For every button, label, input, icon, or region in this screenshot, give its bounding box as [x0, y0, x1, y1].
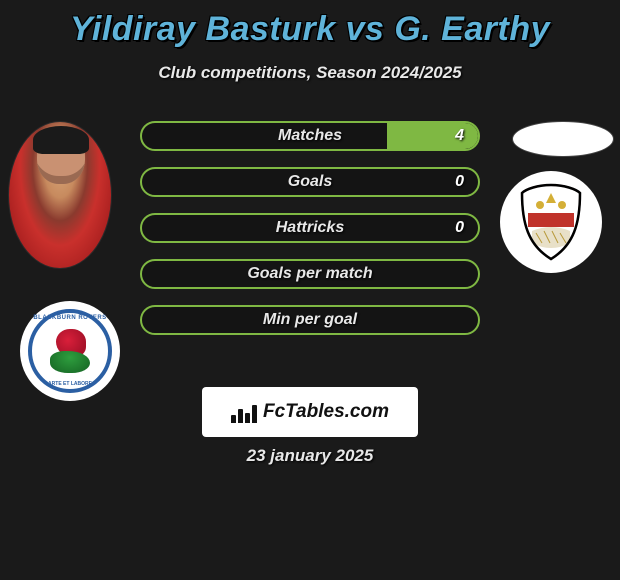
club-left-badge: BLACKBURN ROVERS ARTE ET LABORE: [20, 301, 120, 401]
club-left-bottom-text: ARTE ET LABORE: [32, 381, 108, 387]
page-title: Yildiray Basturk vs G. Earthy: [0, 0, 620, 49]
bar-icon: [245, 413, 250, 423]
stat-value: 0: [455, 219, 464, 237]
player-left-photo: [8, 121, 112, 269]
club-left-top-text: BLACKBURN ROVERS: [32, 315, 108, 321]
stat-row-goals: Goals 0: [140, 167, 480, 197]
club-left-crest-icon: BLACKBURN ROVERS ARTE ET LABORE: [28, 309, 112, 393]
player-right-photo: [512, 121, 614, 157]
stat-row-min-per-goal: Min per goal: [140, 305, 480, 335]
date-label: 23 january 2025: [0, 446, 620, 466]
fctables-badge: FcTables.com: [202, 387, 418, 437]
rose-icon: [48, 329, 92, 373]
stat-value: 0: [455, 173, 464, 191]
stats-chart: Matches 4 Goals 0 Hattricks 0 Goals per …: [140, 121, 480, 351]
stat-row-hattricks: Hattricks 0: [140, 213, 480, 243]
stat-label: Min per goal: [142, 311, 478, 329]
stat-label: Matches: [142, 127, 478, 145]
stat-value: 4: [455, 127, 464, 145]
barchart-icon: [231, 401, 257, 423]
bar-icon: [231, 415, 236, 423]
bar-icon: [252, 405, 257, 423]
stat-label: Hattricks: [142, 219, 478, 237]
fctables-text: FcTables.com: [263, 401, 389, 423]
subtitle: Club competitions, Season 2024/2025: [0, 63, 620, 83]
club-right-badge: [500, 171, 602, 273]
stat-label: Goals: [142, 173, 478, 191]
club-right-crest-icon: [518, 183, 584, 261]
bar-icon: [238, 409, 243, 423]
stat-row-goals-per-match: Goals per match: [140, 259, 480, 289]
stat-row-matches: Matches 4: [140, 121, 480, 151]
comparison-area: BLACKBURN ROVERS ARTE ET LABORE Matches …: [0, 121, 620, 421]
stat-label: Goals per match: [142, 265, 478, 283]
